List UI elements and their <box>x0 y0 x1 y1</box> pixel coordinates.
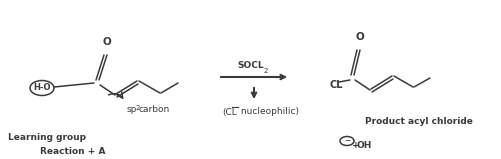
Text: sp: sp <box>127 106 137 114</box>
Text: OH: OH <box>357 141 372 149</box>
Text: Reaction + A: Reaction + A <box>40 146 106 156</box>
Text: H-O: H-O <box>33 83 51 93</box>
Text: nucleophilic): nucleophilic) <box>238 107 299 117</box>
Text: +: + <box>352 141 360 149</box>
Text: SOCL: SOCL <box>237 61 265 70</box>
Text: O: O <box>356 32 364 42</box>
Text: Learning group: Learning group <box>8 132 86 142</box>
Text: 2: 2 <box>264 68 269 74</box>
Text: −: − <box>344 136 350 145</box>
Text: carbon: carbon <box>139 106 170 114</box>
Text: 2: 2 <box>136 105 140 111</box>
Text: O: O <box>103 37 111 47</box>
Text: (CL: (CL <box>222 107 237 117</box>
Text: Product acyl chloride: Product acyl chloride <box>365 117 473 125</box>
Text: CL: CL <box>330 80 344 90</box>
